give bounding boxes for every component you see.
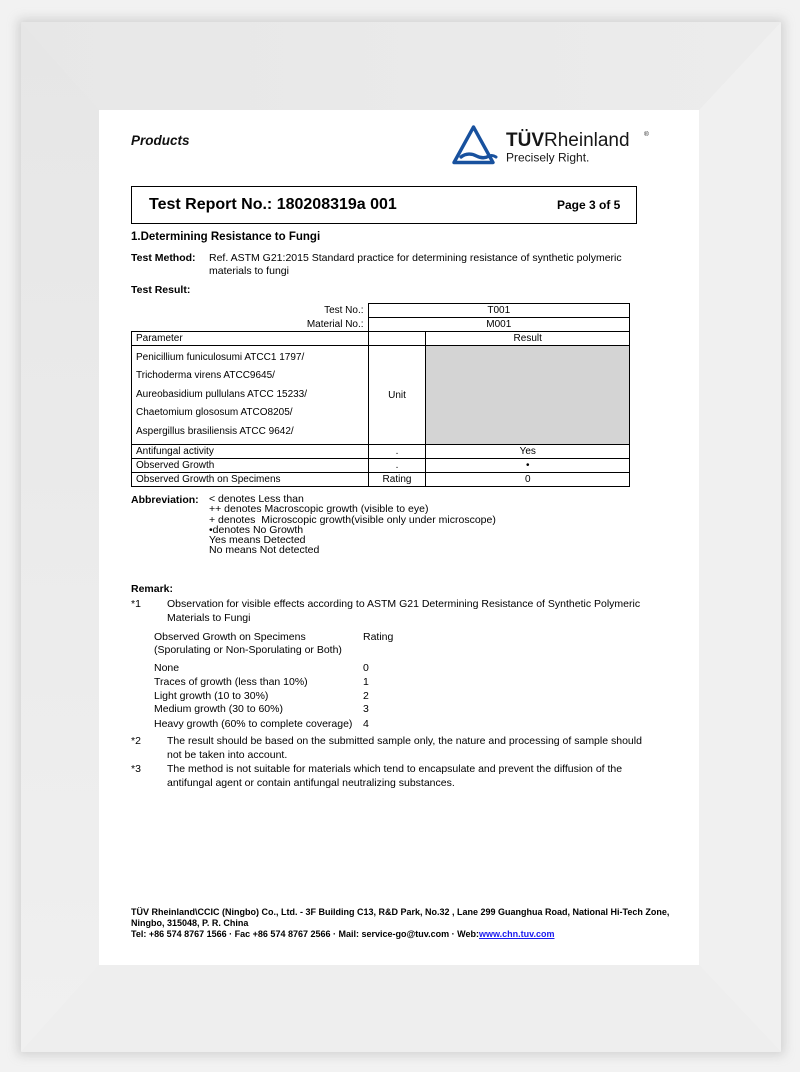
svg-text:TÜVRheinland: TÜVRheinland bbox=[506, 130, 630, 151]
svg-text:®: ® bbox=[644, 130, 649, 138]
svg-text:Precisely Right.: Precisely Right. bbox=[506, 151, 589, 165]
